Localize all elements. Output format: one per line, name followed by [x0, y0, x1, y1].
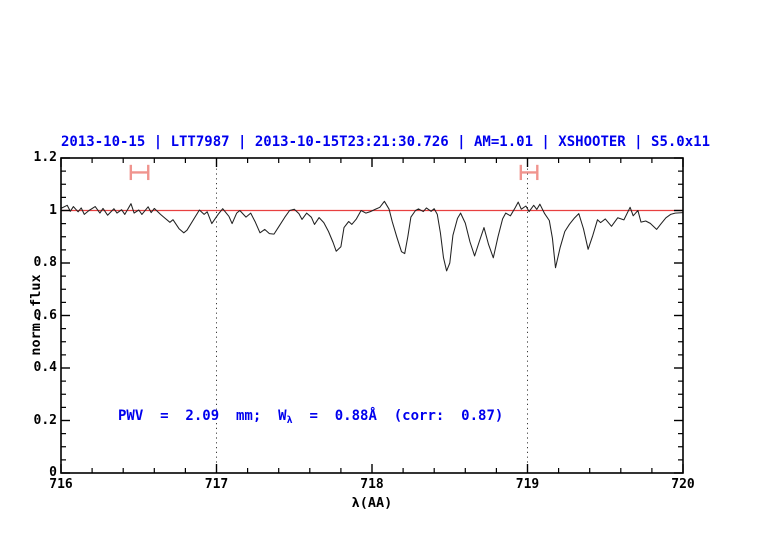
pwv-range-markers [129, 164, 539, 181]
annotation-text: PWV = 2.09 mm; W [118, 408, 287, 424]
annotation-lambda-subscript: λ [286, 415, 293, 426]
x-tick-label: 717 [204, 477, 229, 492]
y-tick-label: 1.2 [33, 150, 57, 165]
y-tick-label: 0.6 [33, 307, 57, 323]
y-tick-label: 0.2 [33, 412, 57, 428]
x-axis-label: λ(AA) [351, 495, 393, 511]
x-tick-label: 716 [49, 477, 73, 492]
x-tick-label: 719 [515, 477, 540, 492]
annotation-value-text: = 0.88Å (corr: 0.87) [292, 408, 504, 424]
x-tick-label: 718 [360, 477, 384, 492]
plot-title: 2013-10-15 | LTT7987 | 2013-10-15T23:21:… [61, 134, 711, 150]
spectrum-series [60, 200, 684, 272]
x-tick-label: 720 [671, 477, 695, 492]
pwv-annotation: PWV = 2.09 mm; Wλ = 0.88Å (corr: 0.87) [118, 408, 503, 426]
axis-box-and-ticks [60, 157, 684, 474]
y-tick-label: 0.8 [33, 255, 57, 270]
y-tick-label: 1 [49, 202, 57, 218]
y-tick-label: 0 [49, 465, 57, 480]
y-tick-label: 0.4 [33, 360, 57, 375]
